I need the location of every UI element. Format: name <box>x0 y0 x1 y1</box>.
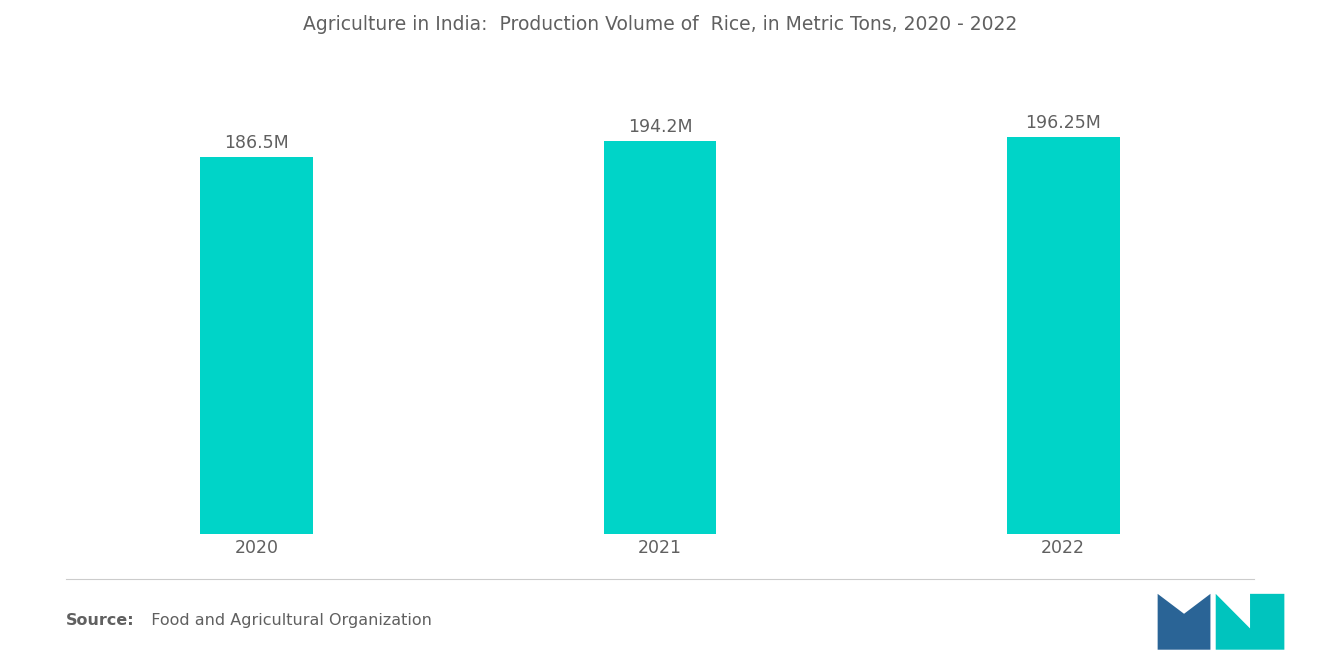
Text: 196.25M: 196.25M <box>1026 114 1101 132</box>
Text: Source:: Source: <box>66 613 135 628</box>
Bar <box>603 141 717 534</box>
Title: Agriculture in India:  Production Volume of  Rice, in Metric Tons, 2020 - 2022: Agriculture in India: Production Volume … <box>302 15 1018 34</box>
Bar <box>201 157 313 534</box>
Text: 186.5M: 186.5M <box>224 134 289 152</box>
Polygon shape <box>1158 594 1210 650</box>
Text: 194.2M: 194.2M <box>628 118 692 136</box>
Polygon shape <box>1216 594 1284 650</box>
Bar <box>1007 137 1119 534</box>
Text: Food and Agricultural Organization: Food and Agricultural Organization <box>141 613 432 628</box>
